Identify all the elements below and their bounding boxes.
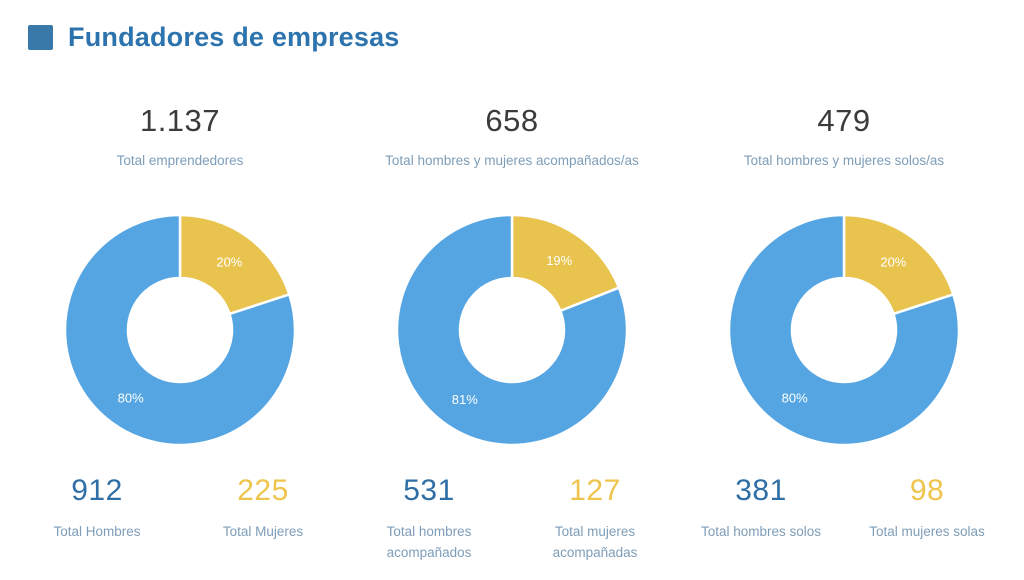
donut-slice: [842, 213, 955, 316]
page-header: Fundadores de empresas: [0, 0, 1024, 53]
donut-chart-svg: 20% 80%: [63, 213, 297, 447]
chart-column-emprendedores: 1.137 Total emprendedores 20% 80% 912 Tot…: [14, 103, 346, 564]
stat-mujeres: 225 Total Mujeres: [180, 474, 346, 543]
total-value: 1.137: [139, 103, 221, 138]
stat-mujeres: 98 Total mujeres solas: [844, 474, 1010, 543]
stat-mujeres: 127 Total mujeres acompañadas: [512, 474, 678, 564]
slice-percent-label: 19%: [546, 253, 572, 268]
chart-column-solos: 479 Total hombres y mujeres solos/as 20%…: [678, 103, 1010, 564]
mujeres-count: 225: [237, 474, 289, 507]
hombres-count-label: Total Hombres: [53, 524, 141, 539]
donut-chart: 19% 81%: [394, 212, 630, 448]
stat-hombres: 381 Total hombres solos: [678, 474, 844, 543]
donut-chart: 20% 80%: [726, 212, 962, 448]
mujeres-count-label: Total mujeres acompañadas: [552, 524, 638, 560]
total-label: Total emprendedores: [116, 153, 244, 168]
donut-chart-svg: 20% 80%: [727, 213, 961, 447]
donut-chart: 20% 80%: [62, 212, 298, 448]
stat-hombres: 531 Total hombres acompañados: [346, 474, 512, 564]
total-value: 658: [485, 103, 539, 138]
donut-slice: [178, 213, 291, 316]
stats-row: 912 Total Hombres 225 Total Mujeres: [14, 474, 346, 543]
title-bullet-icon: [28, 25, 53, 50]
donut-slice: [727, 213, 961, 447]
stats-row: 531 Total hombres acompañados 127 Total …: [346, 474, 678, 564]
slice-percent-label: 20%: [880, 255, 906, 270]
donut-chart-svg: 19% 81%: [395, 213, 629, 447]
total-label: Total hombres y mujeres acompañados/as: [385, 153, 639, 168]
donut-slice: [395, 213, 629, 447]
mujeres-count: 127: [569, 474, 621, 507]
total-value: 479: [817, 103, 871, 138]
mujeres-count-label: Total Mujeres: [222, 524, 304, 539]
slice-percent-label: 20%: [216, 255, 242, 270]
total-label: Total hombres y mujeres solos/as: [743, 153, 945, 168]
stats-row: 381 Total hombres solos 98 Total mujeres…: [678, 474, 1010, 543]
chart-column-acompanados: 658 Total hombres y mujeres acompañados/…: [346, 103, 678, 564]
hombres-count: 912: [71, 474, 123, 507]
donut-slice: [510, 213, 621, 313]
slice-percent-label: 80%: [782, 391, 808, 406]
slice-percent-label: 81%: [452, 392, 478, 407]
hombres-count-label: Total hombres acompañados: [386, 524, 472, 560]
hombres-count-label: Total hombres solos: [700, 524, 822, 539]
hombres-count: 381: [735, 474, 787, 507]
page-title: Fundadores de empresas: [68, 22, 400, 52]
slice-percent-label: 80%: [118, 391, 144, 406]
mujeres-count: 98: [909, 474, 945, 507]
charts-row: 1.137 Total emprendedores 20% 80% 912 Tot…: [0, 103, 1024, 564]
hombres-count: 531: [403, 474, 455, 507]
stat-hombres: 912 Total Hombres: [14, 474, 180, 543]
mujeres-count-label: Total mujeres solas: [869, 524, 985, 539]
donut-slice: [63, 213, 297, 447]
